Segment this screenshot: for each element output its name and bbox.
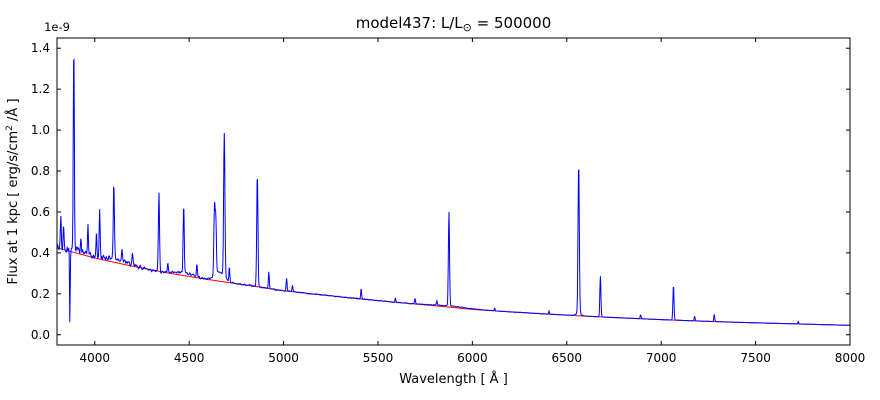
axes-background — [57, 38, 850, 345]
x-tick-label: 4500 — [174, 351, 205, 365]
y-axis-offset-label: 1e-9 — [44, 20, 70, 34]
spectrum-line — [56, 58, 850, 326]
y-tick-label: 1.2 — [31, 82, 50, 96]
chart-title: model437: L/L⊙ = 500000 — [356, 14, 552, 34]
x-axis-label: Wavelength [ Å ] — [399, 371, 508, 387]
y-axis-label: Flux at 1 kpc [ erg/s/cm2 /Å ] — [5, 98, 21, 284]
y-tick-label: 0.4 — [31, 246, 50, 260]
x-tick-label: 6000 — [457, 351, 488, 365]
x-tick-label: 7500 — [740, 351, 771, 365]
x-tick-label: 5000 — [268, 351, 299, 365]
x-tick-label: 8000 — [835, 351, 866, 365]
y-tick-label: 1.0 — [31, 123, 50, 137]
x-tick-label: 6500 — [552, 351, 583, 365]
x-tick-label: 5500 — [363, 351, 394, 365]
x-tick-label: 7000 — [646, 351, 677, 365]
y-tick-label: 0.8 — [31, 164, 50, 178]
axes-frame — [56, 37, 851, 346]
y-tick-label: 0.0 — [31, 328, 50, 342]
x-tick-label: 4000 — [79, 351, 110, 365]
y-tick-label: 0.2 — [31, 287, 50, 301]
y-tick-label: 1.4 — [31, 41, 50, 55]
y-tick-label: 0.6 — [31, 205, 50, 219]
